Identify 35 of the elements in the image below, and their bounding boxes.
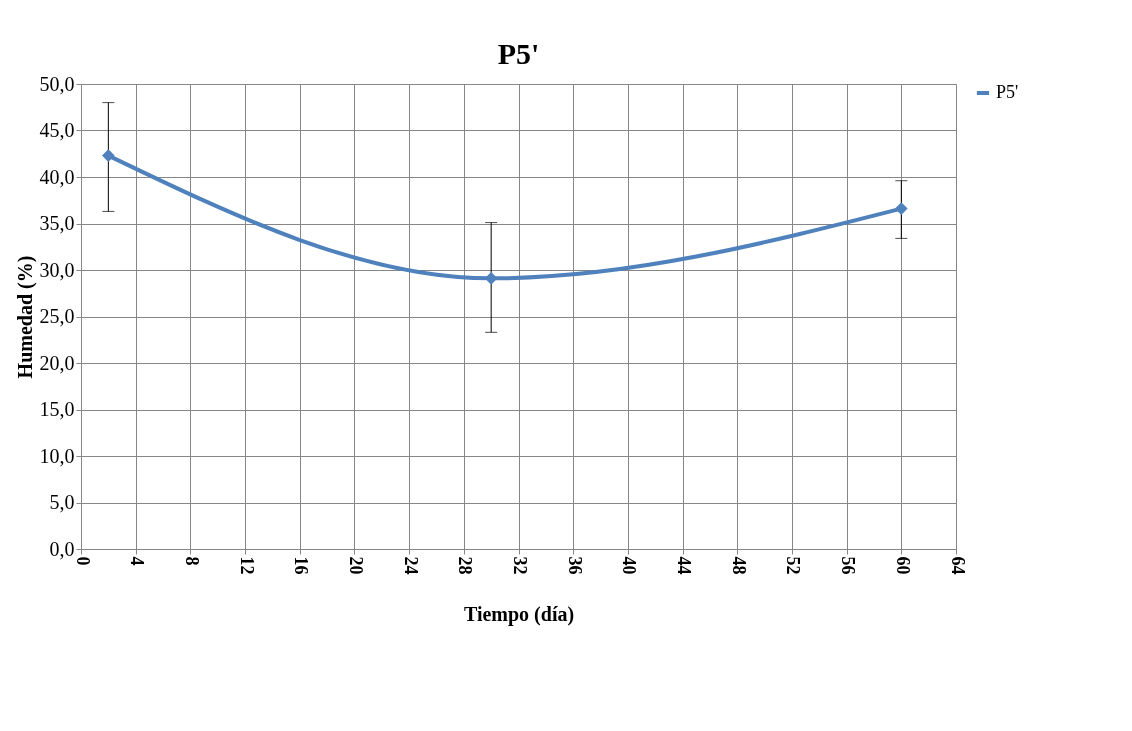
x-tick-label: 48 [728, 556, 749, 575]
point [484, 272, 498, 285]
y-tick-label: 5,0 [49, 491, 75, 513]
x-tick-label: 36 [564, 556, 585, 575]
x-tick-label: 8 [181, 556, 202, 566]
x-tick-label: 12 [236, 556, 257, 575]
point [102, 149, 115, 162]
y-tick-label: 50,0 [39, 72, 75, 95]
x-axis-title: Tiempo (día) [463, 602, 575, 626]
y-tick-label: 20,0 [39, 351, 75, 374]
x-tick-label: 0 [72, 556, 93, 566]
x-tick-label: 56 [838, 556, 859, 575]
point [894, 202, 908, 215]
x-tick-label: 4 [127, 556, 148, 566]
x-tick-label: 28 [455, 556, 476, 575]
x-tick-label: 16 [291, 556, 312, 575]
y-tick-label: 10,0 [39, 444, 75, 467]
x-tick-label: 40 [619, 556, 640, 575]
x-tick-label: 20 [345, 556, 366, 575]
y-tick-label: 35,0 [39, 212, 75, 234]
x-tick-label: 24 [400, 556, 421, 575]
x-tick-label: 64 [947, 556, 968, 575]
x-tick-label: 60 [892, 556, 913, 575]
y-tick-label: 45,0 [39, 119, 75, 141]
x-tick-label: 52 [783, 556, 804, 575]
x-tick-label: 44 [674, 556, 695, 575]
chart-title: P5' [497, 37, 540, 70]
y-tick-label: 25,0 [39, 305, 75, 327]
y-axis-title: Humedad (%) [13, 255, 37, 379]
y-tick-label: 30,0 [39, 258, 75, 281]
x-tick-label: 32 [510, 556, 530, 575]
y-tick-label: 40,0 [39, 165, 75, 188]
y-tick-label: 0,0 [49, 537, 75, 560]
y-tick-label: 15,0 [39, 398, 75, 420]
legend-label: P5' [996, 82, 1019, 102]
